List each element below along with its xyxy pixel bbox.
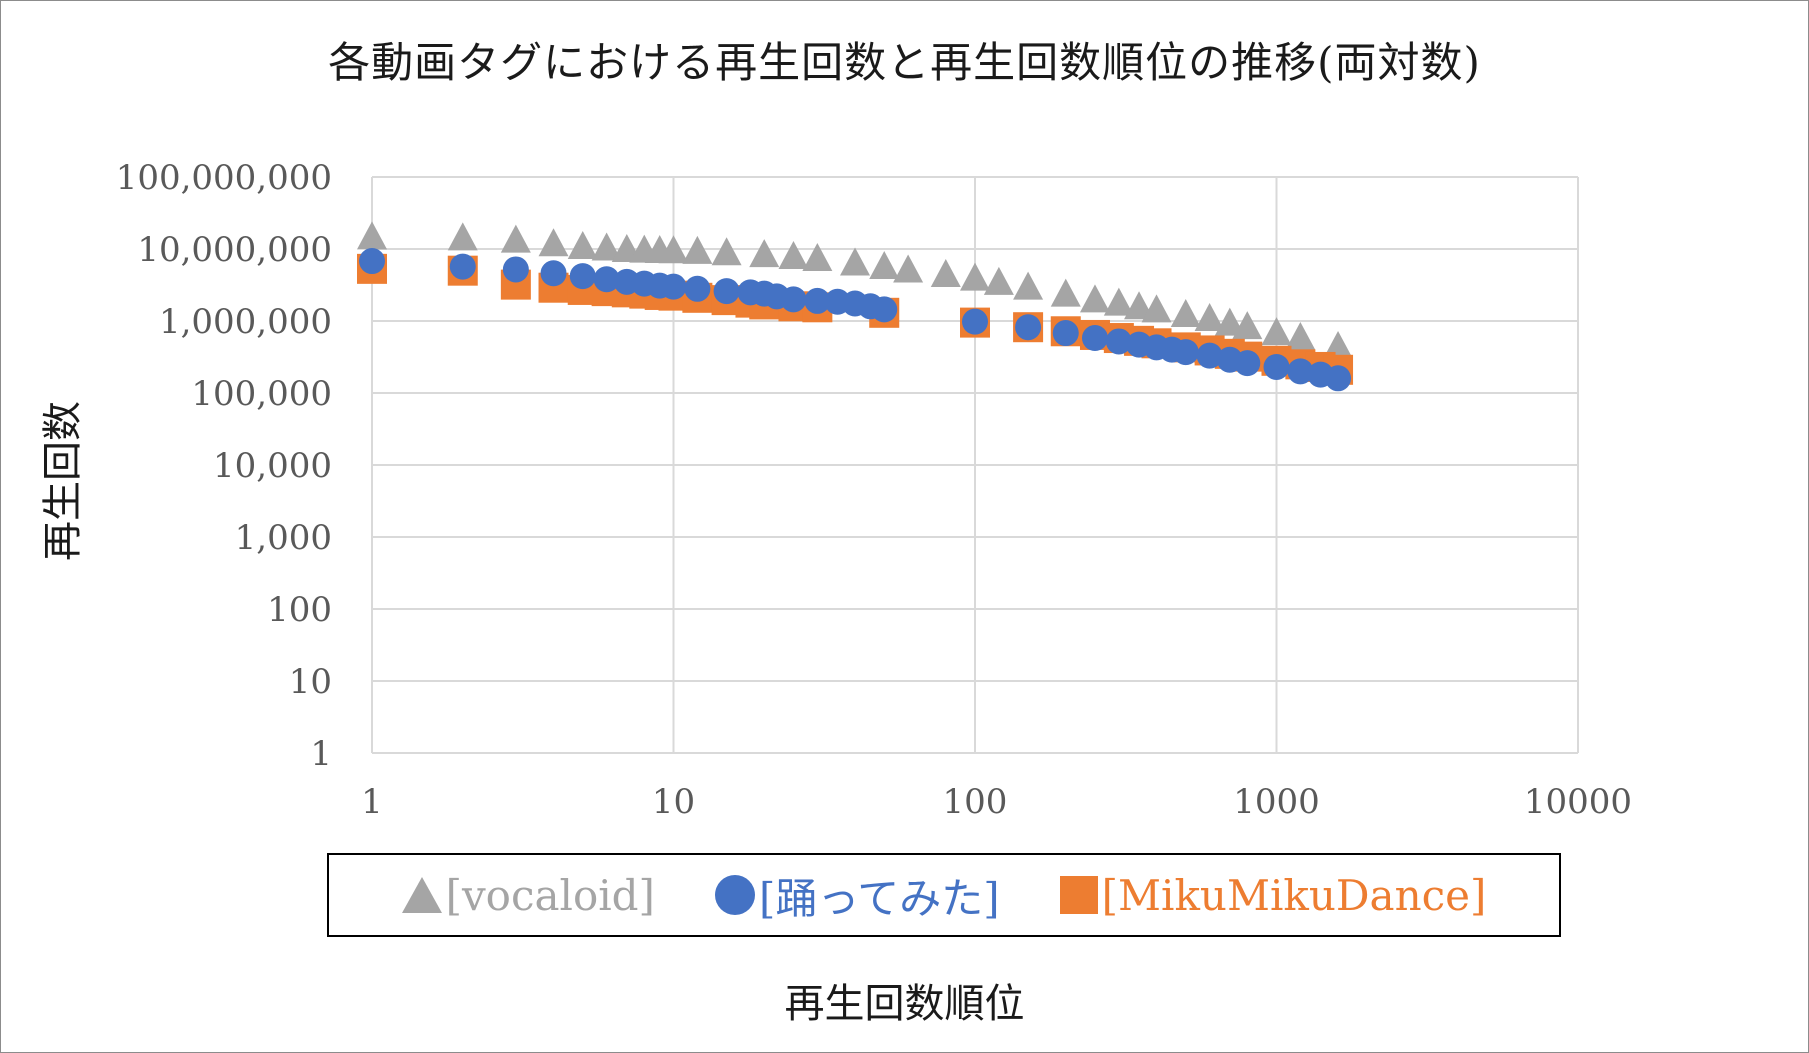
data-point-odottemita <box>540 260 567 287</box>
data-point-vocaloid <box>567 231 598 260</box>
y-tick-label: 100,000,000 <box>116 158 332 198</box>
data-point-vocaloid <box>538 228 569 257</box>
data-point-vocaloid <box>778 240 809 269</box>
legend-label-mikumikudance: [MikuMikuDance] <box>1101 870 1487 920</box>
y-tick-label: 100,000 <box>191 374 332 414</box>
y-tick-label: 1,000 <box>235 518 332 558</box>
data-point-odottemita <box>1196 342 1223 369</box>
data-point-vocaloid <box>749 239 780 268</box>
legend-item-vocaloid: [vocaloid] <box>401 870 655 920</box>
data-point-odottemita <box>1105 328 1132 355</box>
data-point-odottemita <box>502 256 529 283</box>
y-axis-label: 再生回数 <box>40 401 86 561</box>
y-axis-ticks: 1 10 100 1,000 10,000 100,000 1,000,000 10,000,… <box>116 158 332 774</box>
data-point-vocaloid <box>1285 321 1316 350</box>
data-point-odottemita <box>713 278 740 305</box>
data-point-odottemita <box>871 296 898 323</box>
data-point-vocaloid <box>893 254 924 283</box>
data-point-vocaloid <box>1261 317 1292 346</box>
data-point-vocaloid <box>1214 307 1245 336</box>
data-point-odottemita <box>660 273 687 300</box>
data-point-odottemita <box>1081 325 1108 352</box>
data-point-vocaloid <box>500 224 531 253</box>
data-point-odottemita <box>359 248 385 275</box>
data-point-odottemita <box>1287 358 1314 385</box>
legend-item-odottemita: [踊ってみた] <box>714 865 1000 926</box>
data-point-odottemita <box>1234 350 1261 377</box>
x-tick-label: 10 <box>652 782 695 822</box>
legend-label-vocaloid: [vocaloid] <box>445 870 655 920</box>
data-point-odottemita <box>1052 320 1079 347</box>
triangle-marker-icon <box>401 877 442 913</box>
data-point-vocaloid <box>1050 278 1081 307</box>
y-tick-label: 10,000,000 <box>137 230 332 270</box>
data-point-vocaloid <box>1141 294 1172 323</box>
data-point-odottemita <box>449 253 476 280</box>
circle-marker-icon <box>714 875 755 915</box>
data-point-odottemita <box>569 263 596 290</box>
data-point-odottemita <box>1172 339 1199 366</box>
data-point-vocaloid <box>869 251 900 280</box>
data-point-vocaloid <box>658 235 689 264</box>
data-point-vocaloid <box>802 242 833 271</box>
data-point-vocaloid <box>1124 291 1155 320</box>
data-point-odottemita <box>780 286 807 313</box>
legend: [vocaloid] [踊ってみた] [MikuMikuDance] <box>327 853 1561 937</box>
data-point-vocaloid <box>591 232 622 261</box>
x-tick-label: 1 <box>361 782 383 822</box>
data-point-odottemita <box>962 308 988 335</box>
legend-label-odottemita: [踊ってみた] <box>758 873 1000 923</box>
data-point-vocaloid <box>1103 287 1134 316</box>
data-point-odottemita <box>804 287 831 314</box>
data-point-vocaloid <box>1013 271 1044 300</box>
data-point-vocaloid <box>1079 284 1110 313</box>
data-point-vocaloid <box>930 258 961 287</box>
data-point-odottemita <box>1263 353 1290 380</box>
y-tick-label: 10,000 <box>213 446 332 486</box>
data-point-vocaloid <box>1232 311 1263 340</box>
chart-title: 各動画タグにおける再生回数と再生回数順位の推移(両対数) <box>328 38 1481 87</box>
data-point-vocaloid <box>960 262 990 291</box>
data-point-vocaloid <box>447 222 478 251</box>
series-odottemita <box>359 248 1352 392</box>
y-tick-label: 1,000,000 <box>159 302 332 342</box>
y-tick-label: 100 <box>267 590 332 630</box>
plot-area: 1 10 100 1,000 10,000 100,000 1,000,000 10,000,… <box>116 158 1632 822</box>
y-axis-label-container: 再生回数 <box>9 381 109 581</box>
data-point-vocaloid <box>357 221 387 250</box>
data-point-odottemita <box>684 275 711 302</box>
data-point-vocaloid <box>711 237 742 266</box>
y-tick-label: 1 <box>310 734 332 774</box>
x-axis-ticks: 1 10 100 1000 10000 <box>361 782 1632 822</box>
data-point-vocaloid <box>1194 303 1225 332</box>
x-tick-label: 1000 <box>1233 782 1320 822</box>
data-point-vocaloid <box>840 247 871 276</box>
legend-item-mikumikudance: [MikuMikuDance] <box>1059 870 1487 920</box>
x-tick-label: 100 <box>943 782 1008 822</box>
data-point-vocaloid <box>983 266 1014 295</box>
data-point-odottemita <box>593 266 620 293</box>
square-marker-icon <box>1059 876 1098 914</box>
x-tick-label: 10000 <box>1524 782 1632 822</box>
data-point-odottemita <box>1325 365 1352 392</box>
data-point-odottemita <box>1015 314 1042 341</box>
data-point-vocaloid <box>682 235 713 264</box>
gridlines <box>371 176 1579 754</box>
x-axis-label: 再生回数順位 <box>784 981 1025 1027</box>
data-point-vocaloid <box>1170 299 1201 328</box>
y-tick-label: 10 <box>289 662 332 702</box>
